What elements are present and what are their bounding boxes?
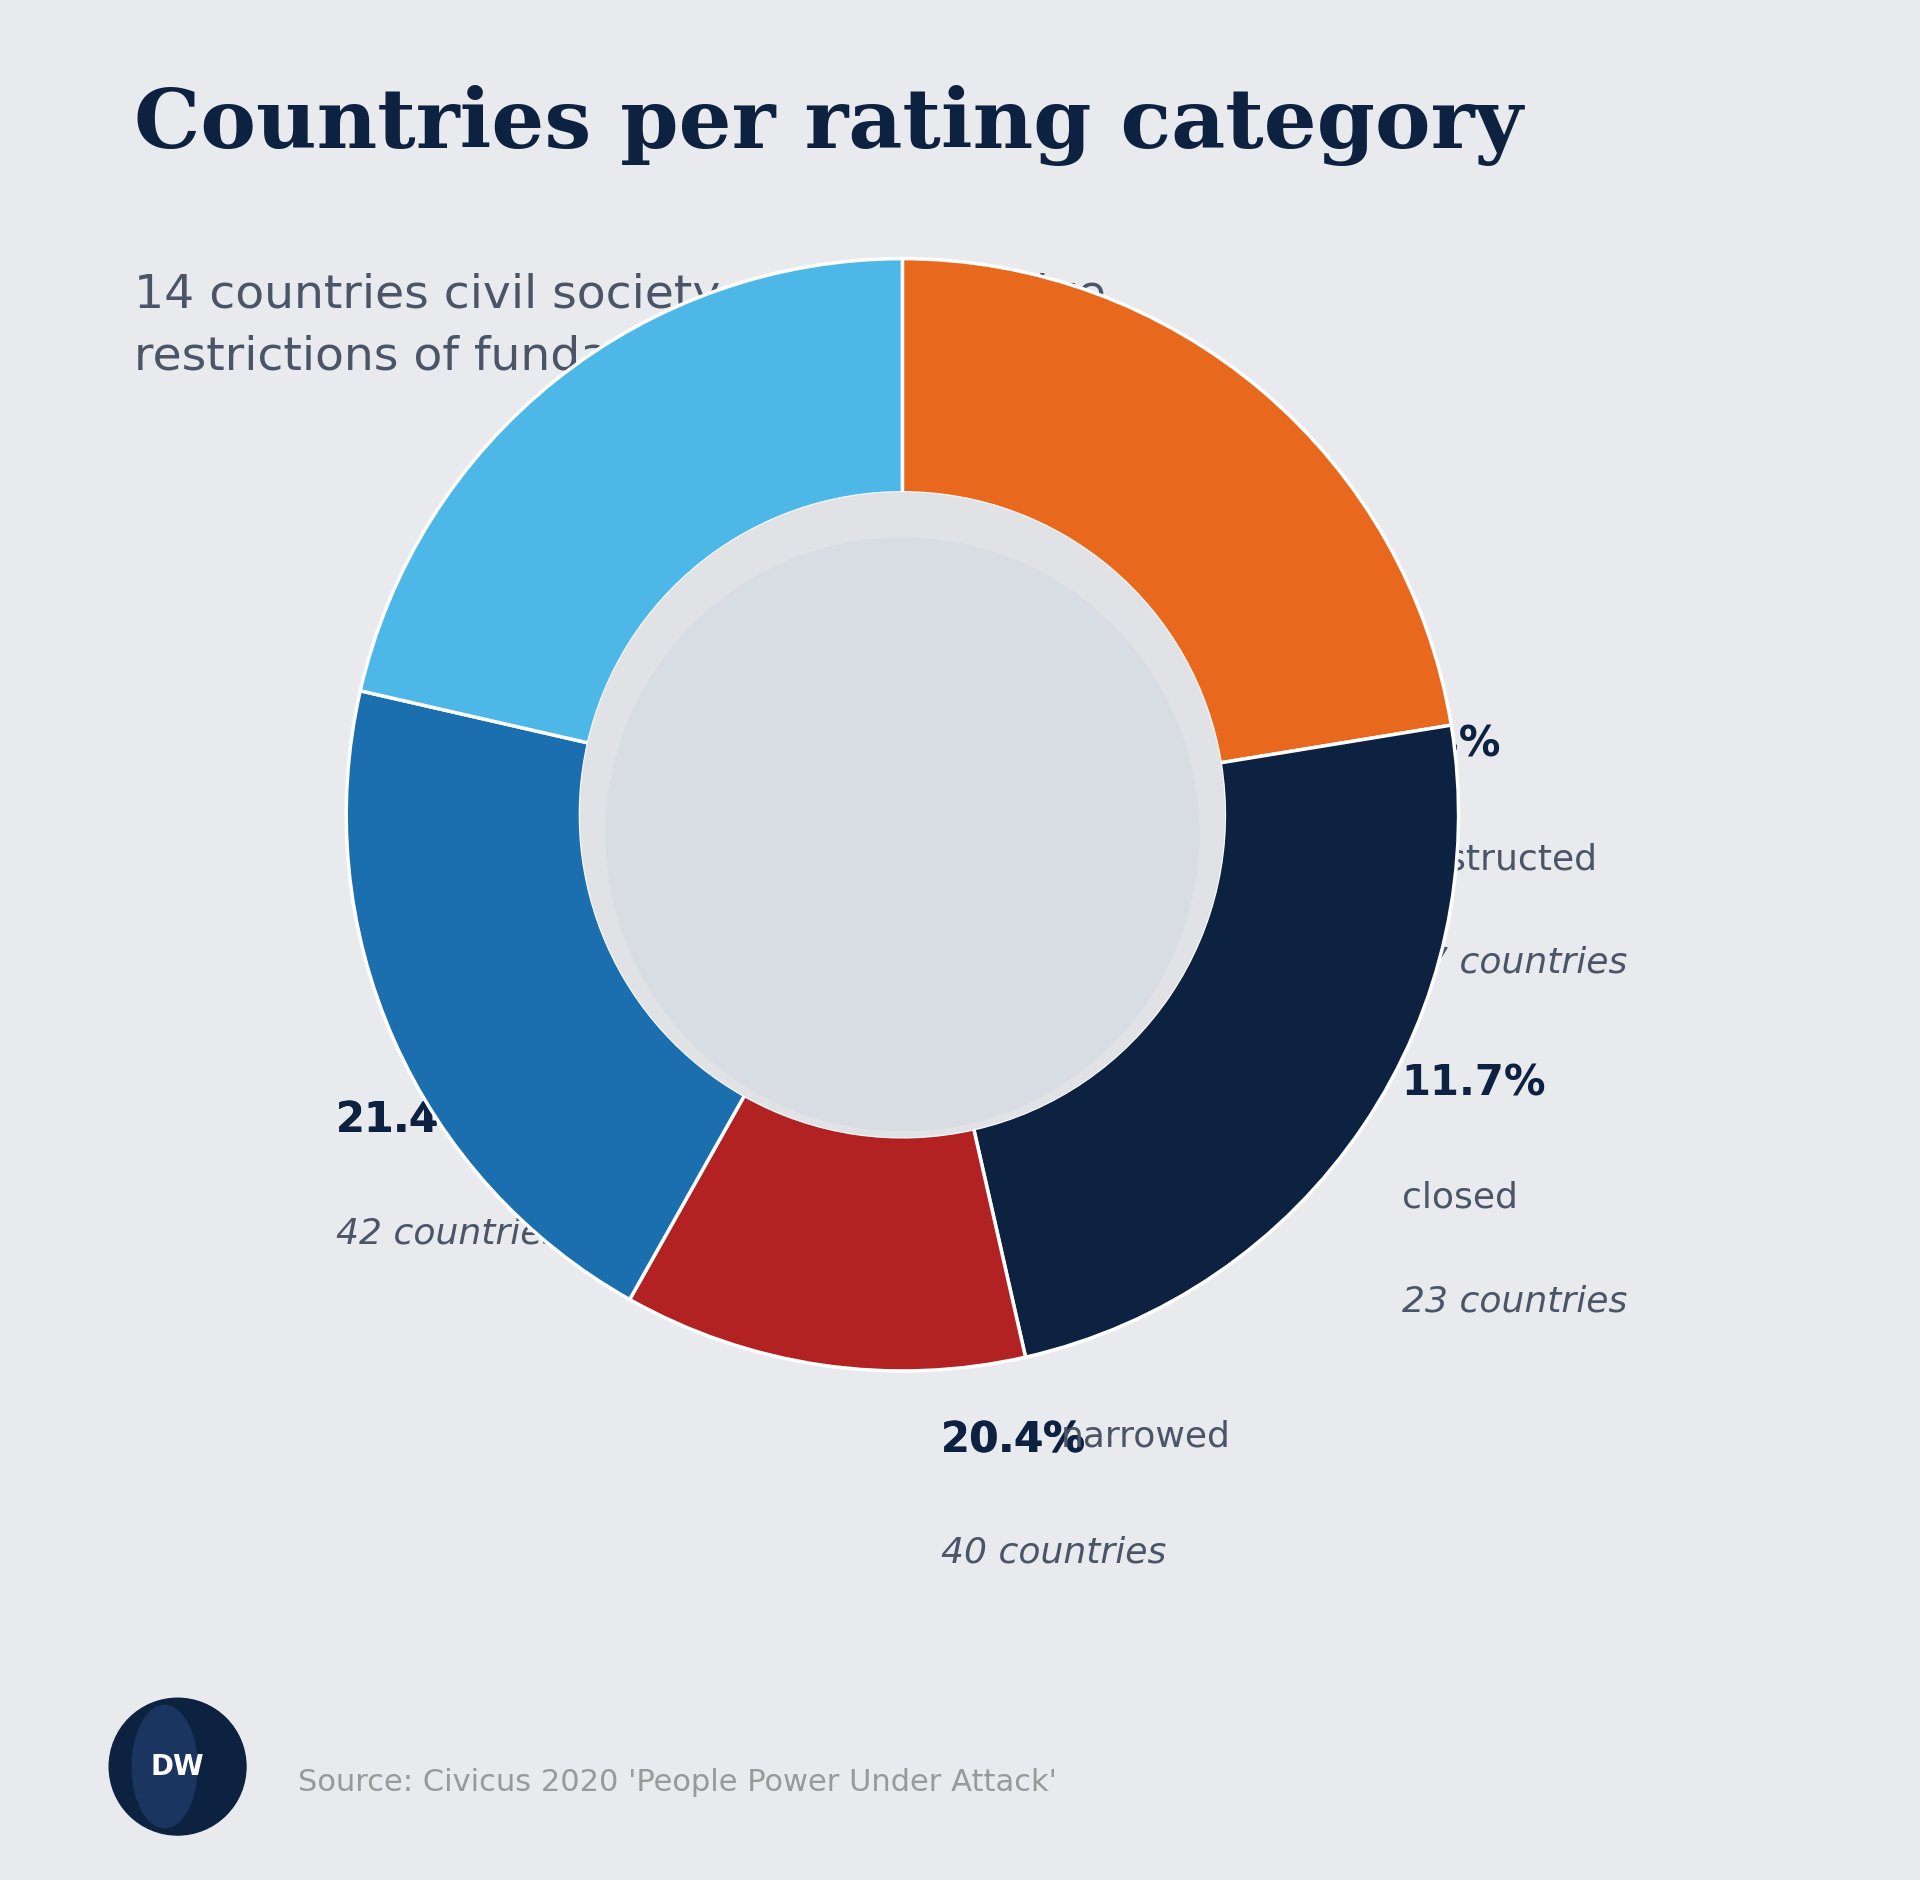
Wedge shape — [346, 690, 745, 1299]
Text: 20.4%: 20.4% — [941, 1419, 1085, 1461]
Circle shape — [109, 1698, 246, 1835]
Wedge shape — [902, 259, 1452, 763]
Text: 14 countries civil society suffers massive
restrictions of fundamental rights.: 14 countries civil society suffers massi… — [134, 273, 1106, 380]
Text: 21.4%: 21.4% — [336, 1100, 480, 1141]
Text: Countries per rating category: Countries per rating category — [134, 85, 1523, 165]
Circle shape — [607, 538, 1198, 1130]
Text: 20.4%: 20.4% — [941, 1419, 1100, 1461]
Text: 47 countries: 47 countries — [1402, 946, 1626, 979]
Text: DW: DW — [152, 1752, 204, 1780]
Text: 23 countries: 23 countries — [1402, 1284, 1626, 1318]
Text: Source: Civicus 2020 'People Power Under Attack': Source: Civicus 2020 'People Power Under… — [298, 1767, 1056, 1797]
Text: 24%: 24% — [1402, 724, 1501, 765]
Text: open: open — [457, 1100, 545, 1134]
Wedge shape — [630, 1096, 1025, 1371]
Circle shape — [580, 493, 1225, 1137]
Text: 40 countries: 40 countries — [941, 1536, 1165, 1570]
Text: 11.7%: 11.7% — [1402, 1062, 1546, 1104]
Text: 44 countries: 44 countries — [376, 946, 603, 979]
Text: 22.4%: 22.4% — [417, 724, 563, 765]
Text: 21.4%: 21.4% — [336, 1100, 495, 1141]
Text: 42 countries: 42 countries — [336, 1216, 561, 1250]
Text: closed: closed — [1402, 1181, 1517, 1214]
Text: obstructed: obstructed — [1402, 842, 1597, 876]
Ellipse shape — [132, 1705, 198, 1827]
Text: narrowed: narrowed — [1060, 1419, 1231, 1453]
Wedge shape — [973, 726, 1459, 1357]
Text: repressed: repressed — [401, 842, 578, 876]
Wedge shape — [361, 259, 902, 743]
